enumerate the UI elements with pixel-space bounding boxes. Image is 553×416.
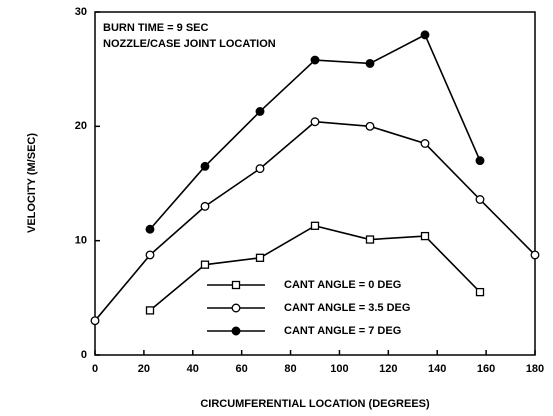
y-tick-label: 10 [75, 235, 87, 247]
marker [145, 224, 155, 234]
x-axis-label: CIRCUMFERENTIAL LOCATION (DEGREES) [200, 398, 430, 410]
marker [530, 250, 540, 260]
marker [310, 221, 320, 230]
marker [310, 55, 320, 65]
legend-label: CANT ANGLE = 7 DEG [284, 325, 401, 337]
marker [310, 117, 320, 127]
y-tick-label: 20 [75, 120, 87, 132]
marker [365, 59, 375, 68]
legend-marker [231, 303, 241, 313]
x-tick-label: 140 [428, 363, 446, 375]
legend-label: CANT ANGLE = 0 DEG [284, 279, 401, 291]
x-tick-label: 20 [138, 363, 150, 375]
marker [420, 139, 430, 148]
x-tick-label: 160 [477, 363, 495, 375]
marker [145, 306, 155, 315]
marker [90, 316, 100, 326]
x-tick-label: 120 [379, 363, 397, 375]
marker [200, 161, 210, 171]
marker [255, 164, 265, 174]
marker [200, 260, 210, 269]
series-line [149, 224, 481, 312]
marker [420, 30, 430, 40]
marker [255, 107, 265, 116]
marker [365, 121, 375, 131]
annotation: BURN TIME = 9 SEC [103, 22, 208, 34]
y-axis-label: VELOCITY (M/SEC) [26, 133, 38, 233]
marker [475, 195, 485, 204]
marker [145, 250, 155, 260]
marker [255, 253, 265, 262]
x-tick-label: 100 [330, 363, 348, 375]
x-tick-label: 80 [284, 363, 296, 375]
legend-marker [231, 326, 241, 336]
x-tick-label: 0 [92, 363, 98, 375]
marker [420, 231, 430, 241]
marker [365, 235, 375, 244]
y-tick-label: 0 [81, 349, 87, 361]
x-tick-label: 40 [187, 363, 199, 375]
legend-label: CANT ANGLE = 3.5 DEG [284, 302, 410, 314]
plot-frame [94, 11, 536, 356]
x-tick-label: 60 [236, 363, 248, 375]
marker [475, 156, 485, 166]
marker [475, 287, 485, 297]
legend-marker [231, 280, 241, 290]
marker [200, 201, 210, 211]
x-tick-label: 180 [526, 363, 544, 375]
y-tick-label: 30 [75, 6, 87, 18]
annotation: NOZZLE/CASE JOINT LOCATION [103, 38, 276, 50]
